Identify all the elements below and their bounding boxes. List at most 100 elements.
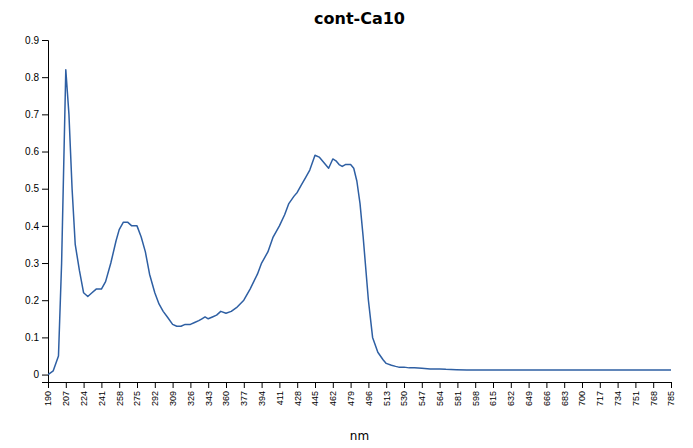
y-tick: 0.4 <box>25 221 48 232</box>
x-tick: 445 <box>310 382 320 406</box>
x-tick: 632 <box>506 382 516 406</box>
x-tick: 462 <box>328 382 338 406</box>
x-tick: 258 <box>115 382 125 406</box>
x-tick-label: 292 <box>150 391 160 406</box>
x-tick: 309 <box>168 382 178 406</box>
x-tick: 275 <box>132 382 142 406</box>
y-tick-mark <box>42 77 48 78</box>
y-tick: 0.7 <box>25 109 48 120</box>
y-tick-label: 0.8 <box>25 72 39 83</box>
x-tick-mark <box>66 382 67 388</box>
x-tick-label: 751 <box>631 391 641 406</box>
x-tick-mark <box>101 382 102 388</box>
spectrum-line <box>48 70 671 375</box>
x-tick-mark <box>279 382 280 388</box>
x-tick: 326 <box>186 382 196 406</box>
x-tick-mark <box>119 382 120 388</box>
x-tick-label: 547 <box>417 391 427 406</box>
x-tick: 666 <box>542 382 552 406</box>
x-tick-label: 190 <box>43 391 53 406</box>
y-axis: 00.10.20.30.40.50.60.70.80.9 <box>25 35 48 383</box>
y-tick-label: 0.9 <box>25 35 39 46</box>
x-axis: 1902072242412582752923093263433603773944… <box>43 382 676 406</box>
x-tick-label: 615 <box>488 391 498 406</box>
chart-title: cont-Ca10 <box>314 9 405 28</box>
x-tick-label: 326 <box>186 391 196 406</box>
x-tick: 615 <box>488 382 498 406</box>
x-tick: 513 <box>382 382 392 406</box>
x-tick-label: 768 <box>649 391 659 406</box>
x-tick-mark <box>190 382 191 388</box>
x-tick-label: 377 <box>239 391 249 406</box>
y-tick: 0.1 <box>25 332 48 343</box>
x-tick: 768 <box>649 382 659 406</box>
x-tick-mark <box>653 382 654 388</box>
x-tick-label: 734 <box>613 391 623 406</box>
x-axis-title: nm <box>350 429 369 443</box>
y-tick-mark <box>42 40 48 41</box>
x-tick-label: 411 <box>275 391 285 405</box>
x-tick: 377 <box>239 382 249 406</box>
y-tick-mark <box>42 189 48 190</box>
x-tick: 683 <box>560 382 570 406</box>
x-tick-mark <box>84 382 85 388</box>
y-tick-mark <box>42 263 48 264</box>
y-tick-mark <box>42 114 48 115</box>
x-tick: 292 <box>150 382 160 406</box>
x-tick-label: 275 <box>132 391 142 406</box>
x-tick-mark <box>457 382 458 388</box>
x-tick-mark <box>475 382 476 388</box>
x-tick-label: 683 <box>560 391 570 406</box>
x-tick-mark <box>582 382 583 388</box>
x-tick-label: 224 <box>79 391 89 406</box>
x-tick-label: 207 <box>61 391 71 406</box>
y-tick-mark <box>42 152 48 153</box>
y-tick-mark <box>42 375 48 376</box>
x-tick: 360 <box>221 382 231 406</box>
x-tick-mark <box>386 382 387 388</box>
x-tick-label: 564 <box>435 391 445 406</box>
y-tick-label: 0.3 <box>25 258 39 269</box>
x-tick-mark <box>351 382 352 388</box>
x-tick: 496 <box>364 382 374 406</box>
x-tick: 751 <box>631 382 641 406</box>
x-tick: 394 <box>257 382 267 406</box>
x-tick-mark <box>137 382 138 388</box>
x-tick-mark <box>244 382 245 388</box>
x-tick: 190 <box>43 382 53 406</box>
x-tick-label: 445 <box>310 391 320 406</box>
plot: 1902072242412582752923093263433603773944… <box>25 35 676 406</box>
x-tick: 649 <box>524 382 534 406</box>
x-tick-mark <box>635 382 636 388</box>
chart-svg: 1902072242412582752923093263433603773944… <box>0 0 693 448</box>
y-tick-mark <box>42 226 48 227</box>
x-tick: 530 <box>399 382 409 406</box>
x-tick-label: 717 <box>595 391 605 406</box>
x-tick: 581 <box>453 382 463 406</box>
y-tick-label: 0.6 <box>25 146 39 157</box>
y-axis-line <box>42 41 49 383</box>
x-tick-label: 496 <box>364 391 374 406</box>
x-tick-label: 360 <box>221 391 231 406</box>
y-tick: 0.8 <box>25 72 48 83</box>
x-tick-label: 462 <box>328 391 338 406</box>
x-tick-label: 598 <box>471 391 481 406</box>
x-tick-label: 581 <box>453 391 463 406</box>
x-tick: 785 <box>666 382 676 406</box>
x-tick: 547 <box>417 382 427 406</box>
x-tick-mark <box>546 382 547 388</box>
x-tick: 479 <box>346 382 356 406</box>
x-tick: 428 <box>293 382 303 406</box>
y-tick: 0.5 <box>25 183 48 194</box>
x-tick-label: 513 <box>382 391 392 406</box>
x-tick-mark <box>173 382 174 388</box>
marks <box>48 70 671 375</box>
x-tick-label: 479 <box>346 391 356 406</box>
x-tick-mark <box>600 382 601 388</box>
y-tick-label: 0.2 <box>25 295 39 306</box>
x-tick-mark <box>315 382 316 388</box>
x-tick: 207 <box>61 382 71 406</box>
x-tick-mark <box>564 382 565 388</box>
x-tick: 717 <box>595 382 605 406</box>
y-tick: 0.6 <box>25 146 48 157</box>
